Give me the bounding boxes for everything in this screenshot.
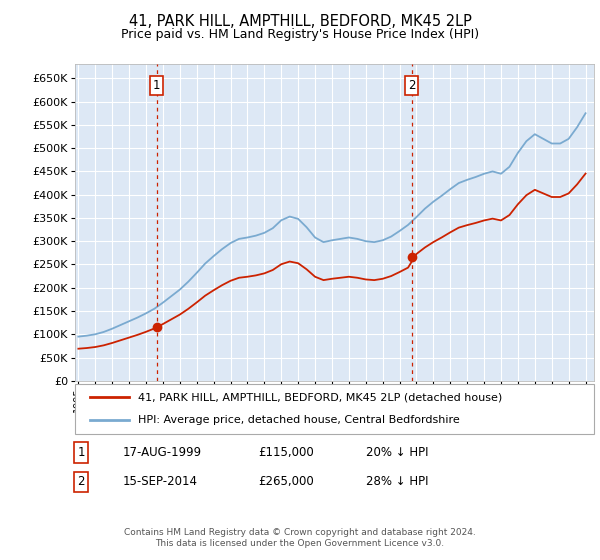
Text: 41, PARK HILL, AMPTHILL, BEDFORD, MK45 2LP (detached house): 41, PARK HILL, AMPTHILL, BEDFORD, MK45 2… bbox=[138, 392, 502, 402]
Text: 1: 1 bbox=[153, 78, 160, 92]
Text: 1: 1 bbox=[77, 446, 85, 459]
Text: HPI: Average price, detached house, Central Bedfordshire: HPI: Average price, detached house, Cent… bbox=[138, 416, 460, 426]
Text: 28% ↓ HPI: 28% ↓ HPI bbox=[366, 475, 428, 488]
Text: Contains HM Land Registry data © Crown copyright and database right 2024.
This d: Contains HM Land Registry data © Crown c… bbox=[124, 528, 476, 548]
Text: Price paid vs. HM Land Registry's House Price Index (HPI): Price paid vs. HM Land Registry's House … bbox=[121, 28, 479, 41]
Text: 15-SEP-2014: 15-SEP-2014 bbox=[123, 475, 198, 488]
Text: £265,000: £265,000 bbox=[258, 475, 314, 488]
Text: 17-AUG-1999: 17-AUG-1999 bbox=[123, 446, 202, 459]
Text: 20% ↓ HPI: 20% ↓ HPI bbox=[366, 446, 428, 459]
Text: 2: 2 bbox=[77, 475, 85, 488]
Text: 2: 2 bbox=[408, 78, 415, 92]
Text: 41, PARK HILL, AMPTHILL, BEDFORD, MK45 2LP: 41, PARK HILL, AMPTHILL, BEDFORD, MK45 2… bbox=[128, 14, 472, 29]
Text: £115,000: £115,000 bbox=[258, 446, 314, 459]
